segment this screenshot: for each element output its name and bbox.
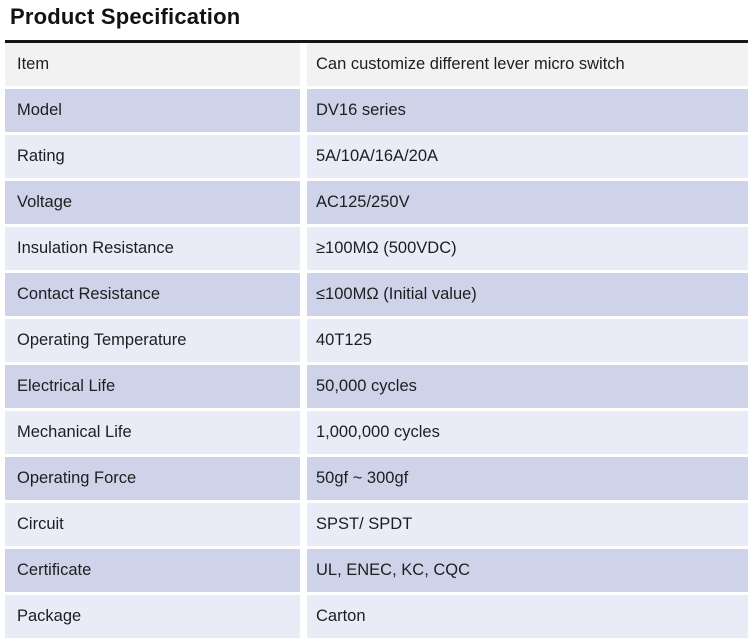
page-title: Product Specification — [10, 4, 241, 29]
spec-value-cell: Carton — [307, 595, 748, 638]
spec-label-cell: Electrical Life — [5, 365, 300, 408]
column-gap — [300, 273, 307, 316]
table-row: Insulation Resistance ≥100MΩ (500VDC) — [5, 227, 748, 270]
spec-value-cell: ≤100MΩ (Initial value) — [307, 273, 748, 316]
spec-value-cell: SPST/ SPDT — [307, 503, 748, 546]
spec-value-cell: ≥100MΩ (500VDC) — [307, 227, 748, 270]
table-row: Circuit SPST/ SPDT — [5, 503, 748, 546]
spec-value-cell: UL, ENEC, KC, CQC — [307, 549, 748, 592]
spec-label-cell: Certificate — [5, 549, 300, 592]
table-row: Voltage AC125/250V — [5, 181, 748, 224]
column-gap — [300, 319, 307, 362]
column-gap — [300, 411, 307, 454]
spec-value-cell: Can customize different lever micro swit… — [307, 43, 748, 86]
table-row: Certificate UL, ENEC, KC, CQC — [5, 549, 748, 592]
spec-label-cell: Rating — [5, 135, 300, 178]
spec-label-cell: Operating Temperature — [5, 319, 300, 362]
spec-value-cell: 50gf ~ 300gf — [307, 457, 748, 500]
spec-label-cell: Circuit — [5, 503, 300, 546]
table-row: Operating Force 50gf ~ 300gf — [5, 457, 748, 500]
column-gap — [300, 365, 307, 408]
spec-label-cell: Insulation Resistance — [5, 227, 300, 270]
table-row: Model DV16 series — [5, 89, 748, 132]
spec-value-cell: DV16 series — [307, 89, 748, 132]
spec-label-cell: Mechanical Life — [5, 411, 300, 454]
spec-label-cell: Model — [5, 89, 300, 132]
product-spec-table: Item Can customize different lever micro… — [5, 40, 748, 638]
spec-value-cell: AC125/250V — [307, 181, 748, 224]
spec-label-cell: Item — [5, 43, 300, 86]
table-row: Contact Resistance ≤100MΩ (Initial value… — [5, 273, 748, 316]
table-row: Operating Temperature 40T125 — [5, 319, 748, 362]
spec-value-cell: 1,000,000 cycles — [307, 411, 748, 454]
column-gap — [300, 181, 307, 224]
column-gap — [300, 227, 307, 270]
table-row: Electrical Life 50,000 cycles — [5, 365, 748, 408]
spec-value-cell: 40T125 — [307, 319, 748, 362]
table-row: Rating 5A/10A/16A/20A — [5, 135, 748, 178]
spec-value-cell: 50,000 cycles — [307, 365, 748, 408]
column-gap — [300, 89, 307, 132]
spec-label-cell: Operating Force — [5, 457, 300, 500]
spec-label-cell: Contact Resistance — [5, 273, 300, 316]
column-gap — [300, 595, 307, 638]
table-row: Mechanical Life 1,000,000 cycles — [5, 411, 748, 454]
table-row: Item Can customize different lever micro… — [5, 43, 748, 86]
column-gap — [300, 503, 307, 546]
spec-label-cell: Package — [5, 595, 300, 638]
column-gap — [300, 457, 307, 500]
spec-label-cell: Voltage — [5, 181, 300, 224]
column-gap — [300, 135, 307, 178]
table-row: Package Carton — [5, 595, 748, 638]
column-gap — [300, 549, 307, 592]
column-gap — [300, 43, 307, 86]
spec-value-cell: 5A/10A/16A/20A — [307, 135, 748, 178]
